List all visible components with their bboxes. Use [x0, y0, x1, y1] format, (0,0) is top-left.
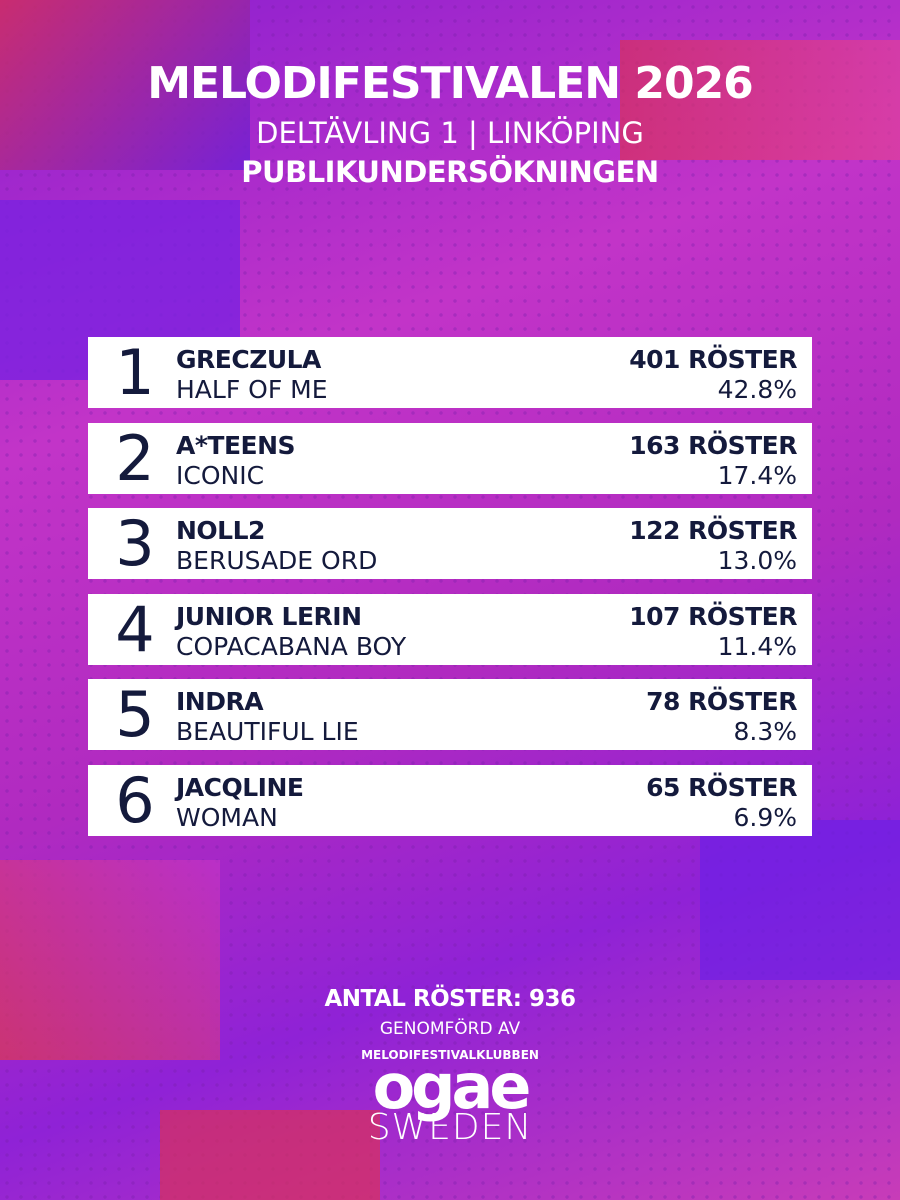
votes: 78 RÖSTER — [646, 687, 797, 716]
decoration — [700, 820, 900, 980]
percent: 11.4% — [717, 631, 797, 661]
artist: NOLL2 — [176, 516, 265, 545]
artist: GRECZULA — [176, 345, 321, 374]
subtitle: DELTÄVLING 1 | LINKÖPING — [256, 116, 644, 150]
song: BERUSADE ORD — [176, 546, 378, 575]
decoration — [0, 860, 220, 1060]
artist: INDRA — [176, 687, 264, 716]
club-name: MELODIFESTIVALKLUBBEN — [361, 1048, 539, 1062]
artist: JACQLINE — [176, 772, 304, 802]
decoration — [160, 1110, 380, 1200]
percent: 8.3% — [733, 717, 797, 746]
result-row: 6 JACQLINE WOMAN 65 RÖSTER 6.9% — [88, 763, 812, 837]
decoration — [0, 0, 250, 170]
total-votes: ANTAL RÖSTER: 936 — [324, 986, 576, 1012]
song: BEAUTIFUL LIE — [176, 717, 359, 746]
votes: 107 RÖSTER — [629, 601, 797, 631]
rank: 6 — [115, 763, 155, 837]
rank: 5 — [115, 678, 155, 751]
result-row: 3 NOLL2 BERUSADE ORD 122 RÖSTER 13.0% — [88, 508, 812, 579]
votes: 163 RÖSTER — [629, 430, 797, 460]
rank: 3 — [115, 507, 155, 580]
rank: 2 — [115, 421, 155, 495]
artist: A*TEENS — [176, 430, 296, 460]
title: MELODIFESTIVALEN 2026 — [147, 58, 754, 109]
song: HALF OF ME — [176, 375, 328, 404]
votes: 65 RÖSTER — [646, 772, 797, 802]
percent: 42.8% — [717, 375, 797, 404]
heading: PUBLIKUNDERSÖKNINGEN — [241, 155, 659, 189]
song: COPACABANA BOY — [176, 631, 407, 661]
votes: 122 RÖSTER — [629, 516, 797, 545]
rank: 4 — [115, 592, 155, 666]
result-row: 2 A*TEENS ICONIC 163 RÖSTER 17.4% — [88, 421, 812, 495]
logo-country: SWEDEN — [367, 1107, 533, 1148]
artist: JUNIOR LERIN — [176, 601, 362, 631]
logo: ogae — [372, 1050, 532, 1123]
result-row: 4 JUNIOR LERIN COPACABANA BOY 107 RÖSTER 11.… — [88, 592, 812, 666]
result-row: 1 GRECZULA HALF OF ME 401 RÖSTER 42.8% — [88, 337, 812, 408]
percent: 13.0% — [717, 546, 797, 575]
percent: 17.4% — [717, 460, 797, 490]
conducted-by: GENOMFÖRD AV — [379, 1019, 521, 1039]
votes: 401 RÖSTER — [629, 345, 797, 374]
percent: 6.9% — [733, 802, 797, 832]
rank: 1 — [115, 336, 155, 409]
decoration — [620, 40, 900, 160]
song: WOMAN — [176, 802, 278, 832]
song: ICONIC — [176, 460, 265, 490]
result-row: 5 INDRA BEAUTIFUL LIE 78 RÖSTER 8.3% — [88, 679, 812, 750]
